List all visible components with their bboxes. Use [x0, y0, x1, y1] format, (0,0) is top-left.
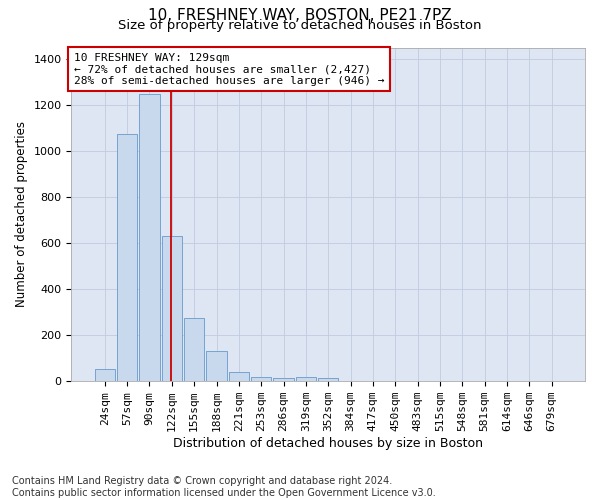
- Bar: [139, 94, 160, 381]
- Bar: [206, 352, 227, 381]
- Bar: [95, 368, 115, 381]
- Bar: [251, 376, 271, 381]
- Text: 10, FRESHNEY WAY, BOSTON, PE21 7PZ: 10, FRESHNEY WAY, BOSTON, PE21 7PZ: [148, 8, 452, 22]
- Bar: [184, 318, 204, 381]
- Bar: [318, 378, 338, 381]
- Bar: [117, 134, 137, 381]
- Bar: [296, 376, 316, 381]
- Bar: [274, 378, 293, 381]
- Bar: [229, 372, 249, 381]
- Bar: [162, 236, 182, 381]
- Text: Contains HM Land Registry data © Crown copyright and database right 2024.
Contai: Contains HM Land Registry data © Crown c…: [12, 476, 436, 498]
- Text: Size of property relative to detached houses in Boston: Size of property relative to detached ho…: [118, 19, 482, 32]
- Text: 10 FRESHNEY WAY: 129sqm
← 72% of detached houses are smaller (2,427)
28% of semi: 10 FRESHNEY WAY: 129sqm ← 72% of detache…: [74, 52, 385, 86]
- Y-axis label: Number of detached properties: Number of detached properties: [15, 122, 28, 308]
- X-axis label: Distribution of detached houses by size in Boston: Distribution of detached houses by size …: [173, 437, 483, 450]
